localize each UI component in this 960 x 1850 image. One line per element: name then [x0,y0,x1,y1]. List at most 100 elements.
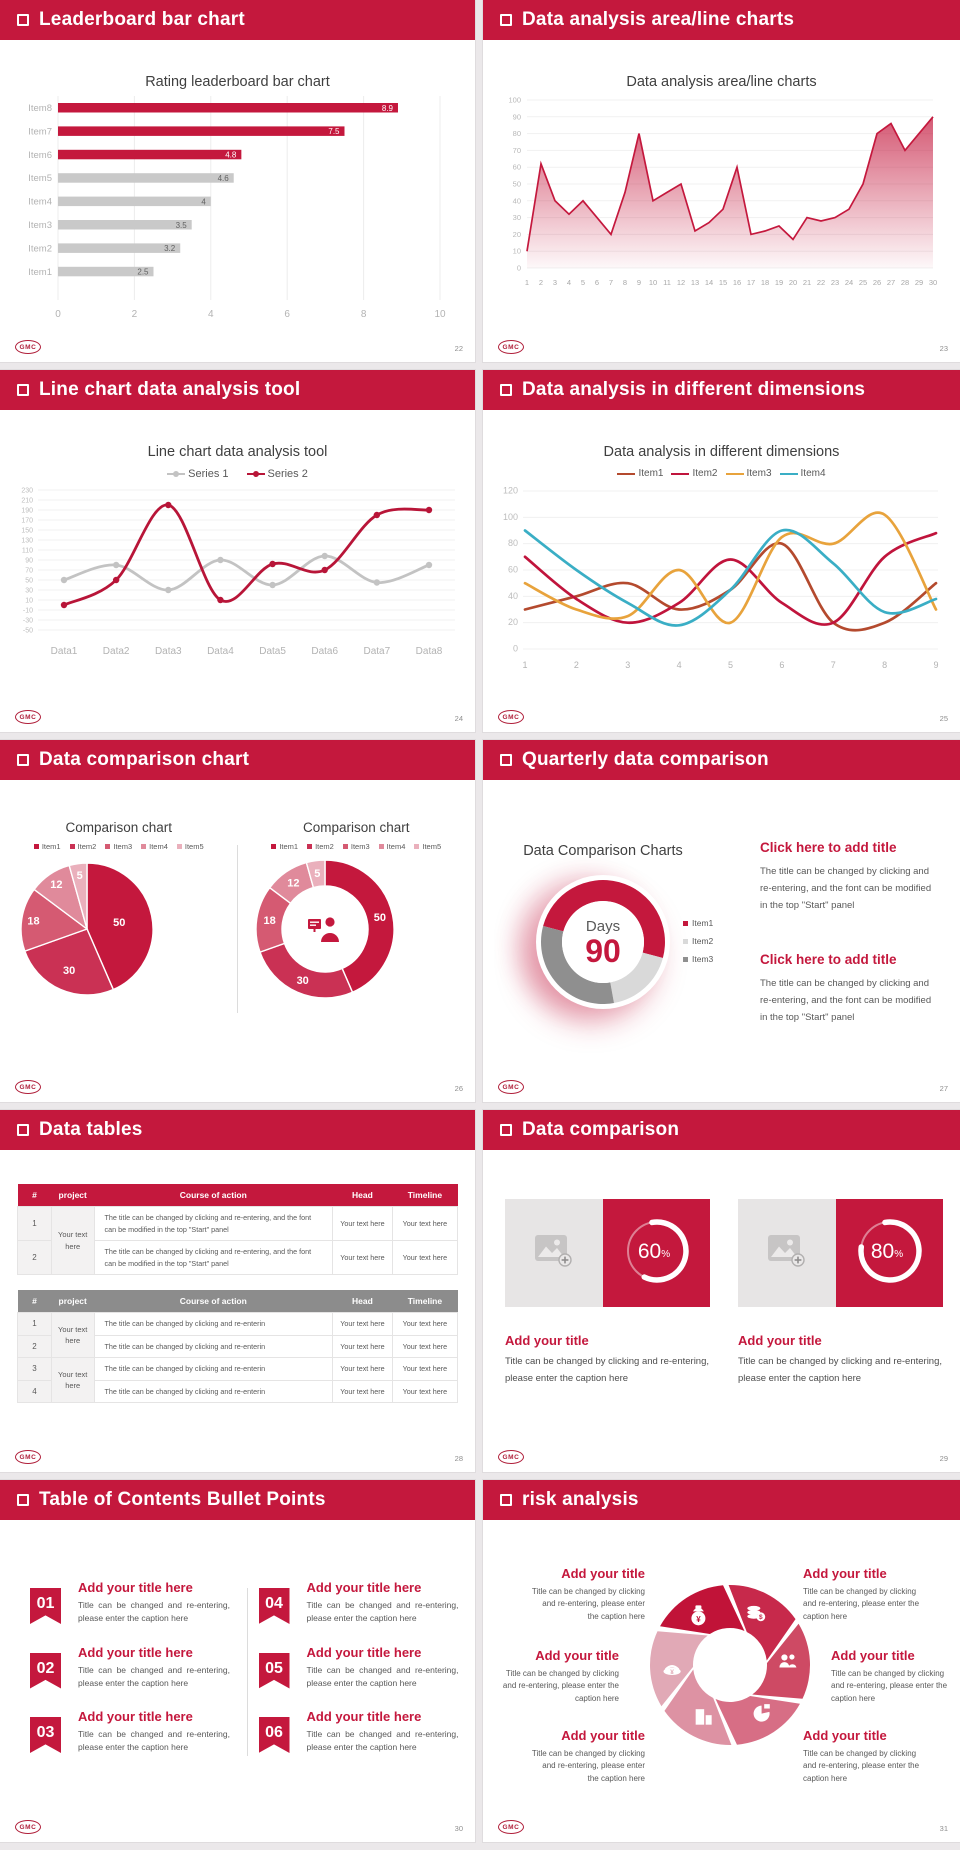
toc-number-badge: 02 [30,1652,61,1689]
svg-text:6: 6 [284,309,290,320]
slide-line-chart-tool[interactable]: Line chart data analysis tool Line chart… [0,370,475,732]
svg-text:4: 4 [201,197,206,206]
toc-number-badge: 03 [30,1717,61,1753]
svg-text:8.9: 8.9 [382,104,394,113]
toc-item[interactable]: 03 Add your title here Title can be change… [30,1709,233,1774]
svg-text:110: 110 [22,548,33,555]
svg-text:Data3: Data3 [155,646,182,657]
svg-text:50: 50 [513,180,521,189]
toc-item[interactable]: 05 Add your title here Title can be change… [258,1645,462,1710]
slide-data-tables[interactable]: Data tables # project Course of action Head… [0,1110,475,1472]
risk-text-block: Add your title Title can be changed by cl… [803,1728,925,1785]
legend-item: Item5 [176,842,204,851]
svg-text:10: 10 [513,247,521,256]
toc-number-badge: 05 [258,1652,290,1689]
slide-title: risk analysis [522,1489,639,1510]
toc-item-caption: Title can be changed and re-entering, pl… [306,1729,459,1753]
svg-text:80%: 80% [870,1240,902,1263]
legend-item: Item2 [683,936,713,946]
svg-text:30: 30 [929,278,937,287]
leaderboard-bar-chart: 0 2 4 6 8 10 Item8 8.9 Item7 7.5 Item6 4.8 Item5 4.6 I… [0,90,475,333]
table-header-cell: project [51,1184,95,1207]
square-bullet-icon [500,1494,512,1506]
image-placeholder-icon [738,1199,836,1307]
risk-block-title: Add your title [803,1566,887,1581]
svg-text:14: 14 [705,278,713,287]
svg-text:5: 5 [314,868,320,880]
toc-item-title: Add your title here [78,1644,193,1660]
svg-text:Data1: Data1 [51,646,78,657]
risk-text-block: Add your title Title can be changed by cl… [531,1566,645,1623]
money-bag-icon: ¥ [691,1605,706,1626]
svg-text:12: 12 [677,278,685,287]
block-body: The title can be changed by clicking and… [760,866,932,912]
toc-item[interactable]: 02 Add your title here Title can be change… [30,1645,233,1710]
svg-text:6: 6 [595,278,599,287]
data-table: # project Course of action Head Timeline 1 You… [17,1290,459,1404]
legend-item: Item4 [378,842,405,851]
svg-text:Item2: Item2 [28,243,52,254]
people-icon [779,1654,797,1668]
slide-toc-bullet-points[interactable]: Table of Contents Bullet Points 01 Add yo… [0,1480,475,1842]
page-number: 26 [454,1084,463,1093]
svg-text:Data6: Data6 [311,646,338,657]
slide-dimensions-line-chart[interactable]: Data analysis in different dimensions Da… [483,370,960,732]
chart-legend: Item1 Item2 Item3 Item4 [483,468,960,479]
data-table: # project Course of action Head Timeline 1 You… [17,1184,459,1276]
legend-item: Item3 [683,954,713,964]
gmc-logo: GMC [15,1080,41,1094]
square-bullet-icon [17,1124,29,1136]
svg-text:15: 15 [719,278,727,287]
page-number: 25 [939,714,948,723]
text-block: Click here to add title The title can be… [760,840,936,914]
legend-item: Item1 [33,842,61,851]
svg-text:100: 100 [503,512,518,522]
square-bullet-icon [17,1494,29,1506]
chart-legend: Item1 Item2 Item3 [683,918,713,964]
svg-text:22: 22 [817,278,825,287]
toc-item[interactable]: 06 Add your title here Title can be change… [258,1709,462,1774]
slide-area-line-charts[interactable]: Data analysis area/line charts Data anal… [483,0,960,362]
svg-text:25: 25 [859,278,867,287]
page-number: 28 [454,1454,463,1463]
card-caption: Title can be changed by clicking and re-… [505,1356,710,1384]
legend-item: Item2 [69,842,96,851]
legend-item: Series 2 [246,468,308,480]
svg-text:50: 50 [113,917,125,929]
slide-data-comparison-chart[interactable]: Data comparison chart Comparison chart I… [0,740,475,1102]
svg-text:Data7: Data7 [364,646,391,657]
legend-item: Item5 [414,842,441,851]
svg-text:30: 30 [63,965,75,977]
gmc-logo: GMC [498,1080,524,1094]
slide-title: Quarterly data comparison [522,749,769,770]
slide-header: Data comparison chart [0,740,475,780]
slide-risk-analysis[interactable]: risk analysis ¥ $ ¥ Add your title Title ca… [483,1480,960,1842]
svg-text:27: 27 [887,278,895,287]
slide-data-comparison-cards[interactable]: Data comparison 60% Add your title Title… [483,1110,960,1472]
pinwheel-diagram: ¥ $ ¥ [645,1580,815,1750]
svg-text:7: 7 [609,278,613,287]
legend-item: Item4 [141,842,168,851]
table-header-cell: Timeline [392,1290,458,1313]
legend-item: Item1 [617,468,663,479]
svg-text:100: 100 [508,96,521,105]
slide-header: Table of Contents Bullet Points [0,1480,475,1520]
svg-text:7: 7 [831,660,836,670]
risk-text-block: Add your title Title can be changed by cl… [831,1648,949,1705]
gmc-logo: GMC [15,340,41,354]
svg-text:26: 26 [873,278,881,287]
toc-item[interactable]: 04 Add your title here Title can be change… [258,1580,462,1645]
toc-item-caption: Title can be changed and re-entering, pl… [306,1664,459,1688]
svg-text:20: 20 [513,230,521,239]
svg-text:28: 28 [901,278,909,287]
svg-text:120: 120 [503,486,518,496]
svg-text:Item8: Item8 [28,103,52,114]
slide-leaderboard-bar-chart[interactable]: Leaderboard bar chart Rating leaderboard… [0,0,475,362]
risk-text-block: Add your title Title can be changed by cl… [531,1728,645,1785]
toc-item[interactable]: 01 Add your title here Title can be change… [30,1580,233,1645]
risk-block-title: Add your title [803,1728,887,1743]
table-header-cell: Head [332,1290,393,1313]
table-header-cell: Course of action [94,1184,333,1207]
slide-quarterly-comparison[interactable]: Quarterly data comparison Data Compariso… [483,740,960,1102]
svg-text:9: 9 [637,278,641,287]
